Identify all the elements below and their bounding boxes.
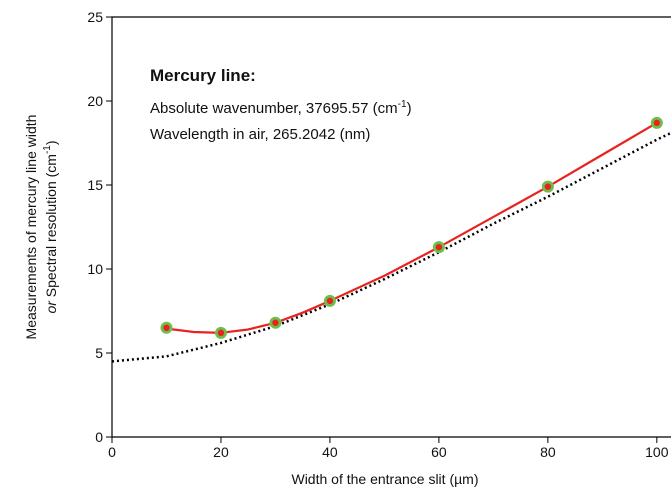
data-point-center xyxy=(653,119,661,127)
data-point-center xyxy=(326,297,334,305)
x-tick-label: 100 xyxy=(645,444,669,460)
y-tick-label: 5 xyxy=(95,345,103,361)
x-tick-label: 0 xyxy=(108,444,116,460)
y-axis-label: Measurements of mercury line width xyxy=(23,115,39,340)
theory-curve xyxy=(111,131,671,363)
annotation-text: ) xyxy=(407,100,412,117)
annotation-text: Absolute wavenumber, 37695.57 (cm xyxy=(150,100,398,117)
annotation-wavenumber: Absolute wavenumber, 37695.57 (cm-1) xyxy=(150,99,412,117)
y-tick-label: 10 xyxy=(87,261,103,277)
x-tick-label: 40 xyxy=(322,444,338,460)
plot-frame xyxy=(111,16,671,438)
y-tick-label: 0 xyxy=(95,429,103,445)
y-tick-label: 20 xyxy=(87,93,103,109)
data-point-center xyxy=(217,329,225,337)
data-point-center xyxy=(544,183,552,190)
y-tick-label: 15 xyxy=(87,177,103,193)
data-point-center xyxy=(272,319,279,326)
y-tick-label: 25 xyxy=(87,9,103,25)
y-axis-label: or Spectral resolution (cm-1) xyxy=(42,140,59,313)
data-point-center xyxy=(435,243,443,251)
annotation-title: Mercury line: xyxy=(150,66,256,85)
x-axis-label: Width of the entrance slit (µm) xyxy=(291,471,478,487)
x-tick-label: 20 xyxy=(213,444,229,460)
y-axis-label-part: Spectral resolution (cm xyxy=(43,154,59,301)
x-tick-label: 80 xyxy=(540,444,556,460)
data-point-center xyxy=(163,324,170,331)
y-axis-label-sup: -1 xyxy=(42,145,53,154)
x-tick-label: 60 xyxy=(431,444,447,460)
annotation-wavelength: Wavelength in air, 265.2042 (nm) xyxy=(150,126,370,143)
fit-curve xyxy=(166,121,658,334)
y-axis-label-part: or xyxy=(43,300,59,314)
annotation-superscript: -1 xyxy=(398,99,407,110)
y-axis-label-part: ) xyxy=(43,140,59,145)
